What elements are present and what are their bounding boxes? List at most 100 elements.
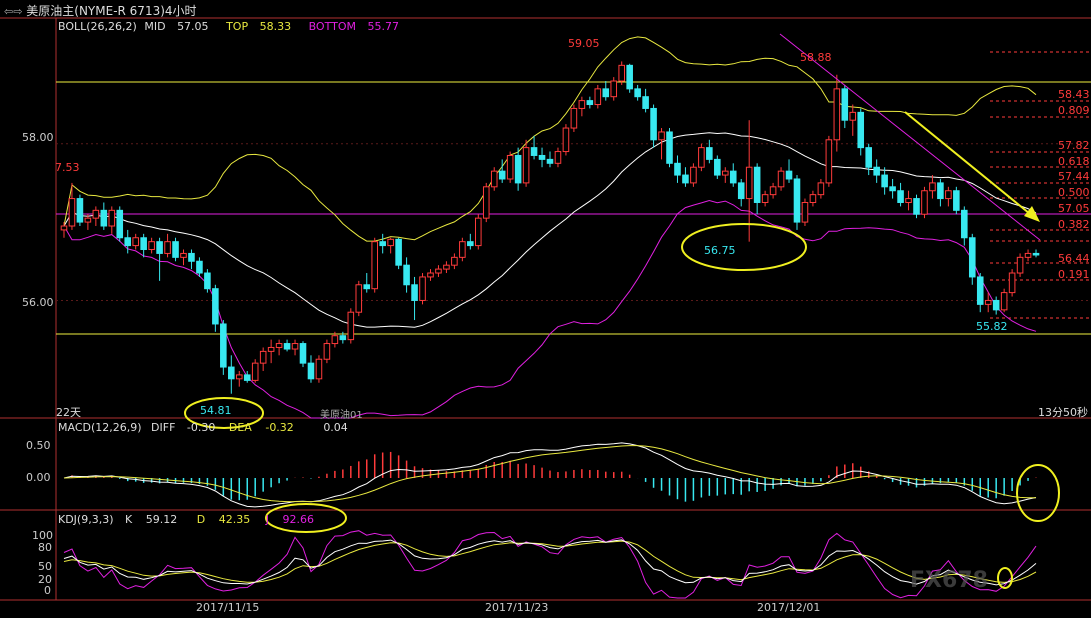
candle-body — [275, 343, 283, 348]
low-label-2: 56.75 — [704, 244, 736, 257]
candle-body — [148, 241, 155, 251]
candle-body — [259, 350, 267, 364]
candle-body — [801, 201, 809, 223]
timer-label: 13分50秒 — [1038, 406, 1088, 419]
candle-body — [825, 139, 833, 184]
macd-axis-label: 0.00 — [26, 471, 51, 484]
kdj-label: KDJ(9,3,3) — [58, 513, 114, 526]
candle-body — [140, 237, 147, 251]
candle-body — [156, 241, 163, 254]
kdj-circle — [997, 567, 1013, 589]
candle-body — [530, 147, 538, 156]
candle-body — [626, 64, 633, 90]
candle-body — [60, 225, 68, 231]
candle-body — [283, 343, 291, 350]
candle-body — [307, 362, 315, 380]
candle-body — [459, 241, 466, 258]
candle-body — [291, 343, 299, 350]
candle-body — [84, 217, 92, 223]
candle-body — [968, 237, 976, 278]
candle-body — [522, 147, 530, 184]
candle-body — [1032, 252, 1040, 256]
low-label-3: 55.82 — [976, 320, 1008, 333]
fib-label: 57.44 — [1058, 170, 1090, 183]
candle-body — [897, 190, 904, 203]
candle-body — [514, 154, 522, 184]
candle-body — [538, 154, 546, 160]
macd-value: 0.04 — [323, 421, 348, 434]
date-label: 2017/11/23 — [485, 601, 549, 614]
candle-body — [315, 358, 323, 380]
macd-diff-label: DIFF — [151, 421, 176, 434]
candle-body — [124, 237, 132, 247]
candle-body — [769, 186, 777, 196]
candle-body — [841, 88, 849, 121]
candle-body — [467, 241, 474, 247]
boll-top-value: 58.33 — [259, 20, 292, 33]
candle-body — [267, 346, 275, 352]
macd-label: MACD(12,26,9) — [58, 421, 142, 434]
arrow-head-icon — [1024, 206, 1040, 222]
candle-body — [666, 131, 673, 164]
double-arrow-icon[interactable]: ⇦⇨ — [4, 5, 23, 18]
kdj-j-label: J — [265, 513, 269, 526]
kdj-panel — [63, 530, 1037, 599]
fib-label: 58.43 — [1058, 88, 1090, 101]
candle-body — [427, 272, 434, 278]
boll-top-line — [63, 36, 1037, 242]
candle-body — [570, 107, 578, 129]
boll-label: BOLL(26,26,2) — [58, 20, 137, 33]
candle-body — [953, 190, 960, 211]
fib-label: 0.500 — [1058, 186, 1090, 199]
kdj-axis-label: 80 — [38, 541, 52, 554]
kdj-header: KDJ(9,3,3) K 59.12 D 42.35 J 92.66 — [58, 513, 314, 526]
candle-body — [698, 147, 705, 168]
candle-body — [562, 127, 570, 153]
candle-body — [1016, 256, 1024, 274]
fib-label: 56.44 — [1058, 252, 1090, 265]
candlesticks — [60, 61, 1040, 394]
kdj-j-line — [63, 530, 1037, 599]
candle-body — [913, 198, 920, 215]
macd-circle — [1016, 464, 1060, 522]
candle-body — [642, 96, 649, 109]
candle-body — [363, 284, 371, 290]
candle-body — [132, 237, 139, 247]
boll-mid-value: 57.05 — [177, 20, 209, 33]
candle-body — [721, 170, 729, 176]
candle-body — [243, 374, 251, 381]
candle-body — [674, 162, 681, 176]
date-label: 2017/12/01 — [757, 601, 821, 614]
candle-body — [937, 182, 944, 200]
candle-body — [929, 182, 936, 192]
candle-body — [833, 88, 841, 141]
macd-dea-value: -0.32 — [265, 421, 294, 434]
candle-body — [331, 335, 339, 345]
candle-body — [984, 299, 992, 305]
candle-body — [212, 288, 219, 325]
candle-body — [100, 209, 108, 227]
candle-body — [411, 284, 418, 301]
candle-body — [873, 166, 880, 176]
kdj-k-value: 59.12 — [145, 513, 178, 526]
candle-body — [339, 335, 347, 341]
candle-body — [235, 374, 243, 380]
candle-body — [729, 170, 737, 184]
candle-body — [482, 186, 490, 219]
candle-body — [546, 158, 554, 164]
candle-body — [475, 217, 482, 247]
candle-body — [228, 366, 235, 380]
fib-label: 0.618 — [1058, 155, 1090, 168]
boll-top-label: TOP — [226, 20, 249, 33]
high-label-2: 58.88 — [800, 51, 832, 64]
boll-bottom-value: 55.77 — [367, 20, 399, 33]
kdj-axis-label: 20 — [38, 573, 52, 586]
low-circle — [681, 223, 807, 271]
candle-body — [355, 284, 363, 313]
candle-body — [610, 80, 618, 98]
instrument-title: 美原油主(NYME-R 6713)4小时 — [26, 4, 197, 18]
candle-body — [68, 198, 76, 227]
fib-label: 0.191 — [1058, 268, 1090, 281]
candle-body — [299, 343, 307, 364]
